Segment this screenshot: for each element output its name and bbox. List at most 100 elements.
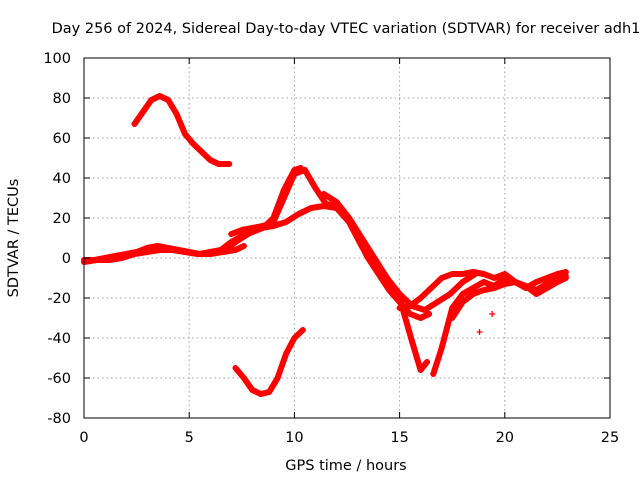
ticks <box>83 57 611 419</box>
data-point <box>295 211 302 217</box>
data-point <box>459 299 466 305</box>
data-point <box>194 251 201 257</box>
data-point <box>476 329 483 335</box>
plot-border <box>83 57 611 419</box>
data-point <box>543 275 550 281</box>
data-point <box>257 391 264 397</box>
data-point <box>301 167 308 173</box>
y-tick-label: -60 <box>47 371 71 387</box>
data-point <box>228 231 235 237</box>
data-point <box>118 255 125 261</box>
data-point <box>232 239 239 245</box>
plot-area <box>84 58 610 418</box>
series-arc-9 <box>449 273 569 321</box>
series-arc-10 <box>232 327 306 397</box>
data-point <box>417 295 424 301</box>
data-point <box>274 375 281 381</box>
y-axis-label: SDTVAR / TECUs <box>6 179 22 298</box>
data-point <box>396 291 403 297</box>
data-point <box>156 93 163 99</box>
data-point <box>501 281 508 287</box>
data-point <box>543 281 550 287</box>
data-point <box>173 111 180 117</box>
data-point <box>93 257 100 263</box>
data-point <box>491 275 498 281</box>
y-tick-label: 40 <box>53 171 71 187</box>
data-point <box>282 219 289 225</box>
data-point <box>198 149 205 155</box>
data-point <box>320 191 327 197</box>
y-tick-label: 20 <box>53 211 71 227</box>
data-point <box>219 249 226 255</box>
data-point <box>238 227 245 233</box>
data-point <box>169 247 176 253</box>
data-point <box>249 387 256 393</box>
grid <box>84 58 610 418</box>
data-point <box>131 121 138 127</box>
data-point <box>554 277 561 283</box>
data-point <box>106 257 113 263</box>
tick-labels: 0 5 10 15 20 25 -80 -60 -40 -20 0 20 40 60 80 100 <box>43 51 619 446</box>
data-point <box>207 157 214 163</box>
data-point <box>407 303 414 309</box>
data-point <box>308 205 315 211</box>
data-point <box>459 291 466 297</box>
x-tick-label: 15 <box>390 430 408 446</box>
series-trace <box>449 273 569 321</box>
x-tick-label: 25 <box>601 430 619 446</box>
data-point <box>156 247 163 253</box>
data-point <box>470 291 477 297</box>
data-point <box>489 311 496 317</box>
data-point <box>346 215 353 221</box>
data-point <box>447 291 454 297</box>
data-point <box>409 339 416 345</box>
x-axis-label: GPS time / hours <box>285 458 406 474</box>
data-point <box>491 285 498 291</box>
data-point <box>232 247 239 253</box>
data-point <box>358 235 365 241</box>
y-tick-label: 0 <box>62 251 71 267</box>
data-point <box>257 225 264 231</box>
data-point <box>148 97 155 103</box>
data-point <box>421 307 428 313</box>
data-point <box>430 371 437 377</box>
data-point <box>282 351 289 357</box>
y-tick-label: -80 <box>47 411 71 427</box>
data-point <box>333 199 340 205</box>
data-point <box>438 275 445 281</box>
series-trace <box>430 275 569 377</box>
data-point <box>280 195 287 201</box>
data-point <box>428 285 435 291</box>
data-point <box>449 305 456 311</box>
data-point <box>501 275 508 281</box>
data-point <box>562 273 569 279</box>
data-point <box>139 109 146 115</box>
series-arc-7 <box>396 269 569 311</box>
data-point <box>449 271 456 277</box>
chart-title: Day 256 of 2024, Sidereal Day-to-day VTE… <box>52 21 640 37</box>
data-point <box>165 97 172 103</box>
y-tick-label: -20 <box>47 291 71 307</box>
series-arc-1 <box>131 93 233 167</box>
data-point <box>480 279 487 285</box>
data-point <box>396 305 403 311</box>
data-point <box>533 279 540 285</box>
data-point <box>533 287 540 293</box>
data-point <box>190 141 197 147</box>
data-point <box>291 335 298 341</box>
y-tick-label: 100 <box>43 51 71 67</box>
data-point <box>423 359 430 365</box>
data-point <box>459 279 466 285</box>
data-point <box>480 271 487 277</box>
data-point <box>512 279 519 285</box>
data-point <box>449 315 456 321</box>
x-tick-label: 20 <box>496 430 514 446</box>
data-point <box>181 131 188 137</box>
data-point <box>131 251 138 257</box>
data-point <box>434 299 441 305</box>
data-point <box>480 287 487 293</box>
data-point <box>240 375 247 381</box>
y-tick-label: 60 <box>53 131 71 147</box>
